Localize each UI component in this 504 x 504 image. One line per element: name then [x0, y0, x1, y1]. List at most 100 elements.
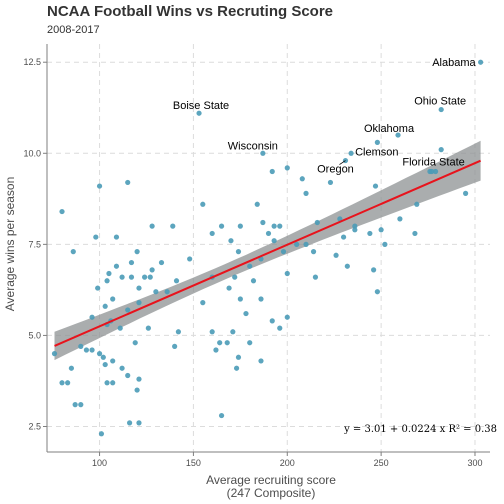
data-point [224, 340, 230, 346]
data-point [438, 106, 444, 113]
data-point [132, 340, 138, 346]
data-point [100, 354, 106, 360]
data-point [260, 150, 266, 156]
data-point [372, 183, 379, 189]
data-point [218, 412, 225, 419]
data-point [68, 365, 75, 371]
data-point [200, 201, 206, 207]
data-point [314, 219, 320, 226]
data-point [200, 300, 206, 306]
data-point [462, 190, 469, 196]
data-point [136, 300, 142, 306]
x-axis-title: Average recruiting score [206, 473, 336, 487]
data-point [134, 249, 140, 255]
data-point [232, 274, 238, 280]
data-point [113, 234, 120, 240]
data-point [70, 249, 76, 255]
data-point [125, 372, 131, 379]
data-point [397, 216, 403, 222]
data-point [271, 223, 277, 229]
data-point [106, 270, 112, 277]
data-point [265, 230, 272, 237]
data-point [327, 179, 334, 186]
data-point [378, 227, 384, 233]
data-point [237, 223, 243, 229]
data-point [412, 230, 418, 237]
data-point [432, 168, 439, 175]
data-point [414, 201, 420, 207]
data-point [104, 380, 110, 386]
team-label: Florida State [402, 157, 464, 169]
data-point [172, 343, 178, 349]
data-point [59, 380, 65, 386]
data-point [96, 183, 103, 189]
data-point [371, 267, 377, 273]
x-tick-label: 150 [186, 458, 201, 468]
data-point [337, 216, 343, 222]
data-point [218, 223, 225, 229]
data-point [142, 274, 148, 280]
data-point [102, 361, 108, 368]
regression-line [54, 159, 482, 347]
data-point [136, 420, 142, 426]
data-point [170, 223, 176, 229]
data-point [237, 296, 243, 302]
data-point [95, 285, 101, 291]
data-point [250, 278, 257, 284]
data-point [352, 223, 358, 229]
data-point [187, 256, 193, 262]
data-point [438, 147, 444, 153]
team-label: Wisconsin [228, 140, 278, 152]
data-point [374, 289, 380, 295]
regression-equation: y = 3.01 + 0.0224 x R² = 0.38 [343, 424, 497, 435]
team-annotations: Alabama Ohio State Oklahoma Wisconsin Clemso… [173, 57, 477, 175]
data-point [299, 176, 305, 182]
data-point [235, 249, 242, 255]
data-point [147, 274, 153, 280]
data-point [427, 168, 433, 175]
data-point [96, 351, 103, 357]
data-point [126, 420, 133, 426]
data-point [136, 285, 142, 291]
data-point [340, 234, 347, 240]
data-point [128, 274, 135, 280]
data-point [125, 179, 131, 186]
data-point [89, 347, 95, 353]
data-point [303, 241, 309, 247]
data-point [149, 223, 155, 229]
team-label: Oklahoma [364, 123, 415, 135]
data-point [233, 365, 240, 371]
team-label: Boise State [173, 100, 229, 112]
x-axis-subtitle: (247 Composite) [227, 486, 316, 500]
data-point [173, 278, 180, 284]
y-tick-label: 2.5 [28, 422, 41, 432]
data-point [119, 274, 125, 280]
data-point [72, 402, 78, 408]
data-point [209, 230, 215, 237]
data-point [78, 343, 84, 349]
y-tick-label: 5.0 [28, 330, 41, 340]
team-label: Oregon [317, 164, 354, 176]
data-point [119, 365, 125, 371]
data-point [277, 223, 283, 229]
data-point [254, 201, 260, 207]
data-point [110, 380, 116, 386]
data-point [374, 139, 380, 145]
data-point [294, 241, 300, 247]
data-point [284, 165, 290, 171]
data-point [269, 168, 275, 175]
data-point [303, 190, 309, 196]
data-point [117, 325, 123, 331]
data-point [89, 314, 95, 320]
data-point [213, 347, 219, 353]
data-point [136, 376, 142, 382]
data-point [247, 340, 253, 346]
data-point [153, 289, 159, 295]
data-point [134, 387, 140, 393]
data-point [312, 274, 319, 280]
data-point [235, 354, 242, 360]
data-point [344, 263, 350, 269]
data-point [269, 318, 275, 324]
data-point [258, 358, 264, 364]
